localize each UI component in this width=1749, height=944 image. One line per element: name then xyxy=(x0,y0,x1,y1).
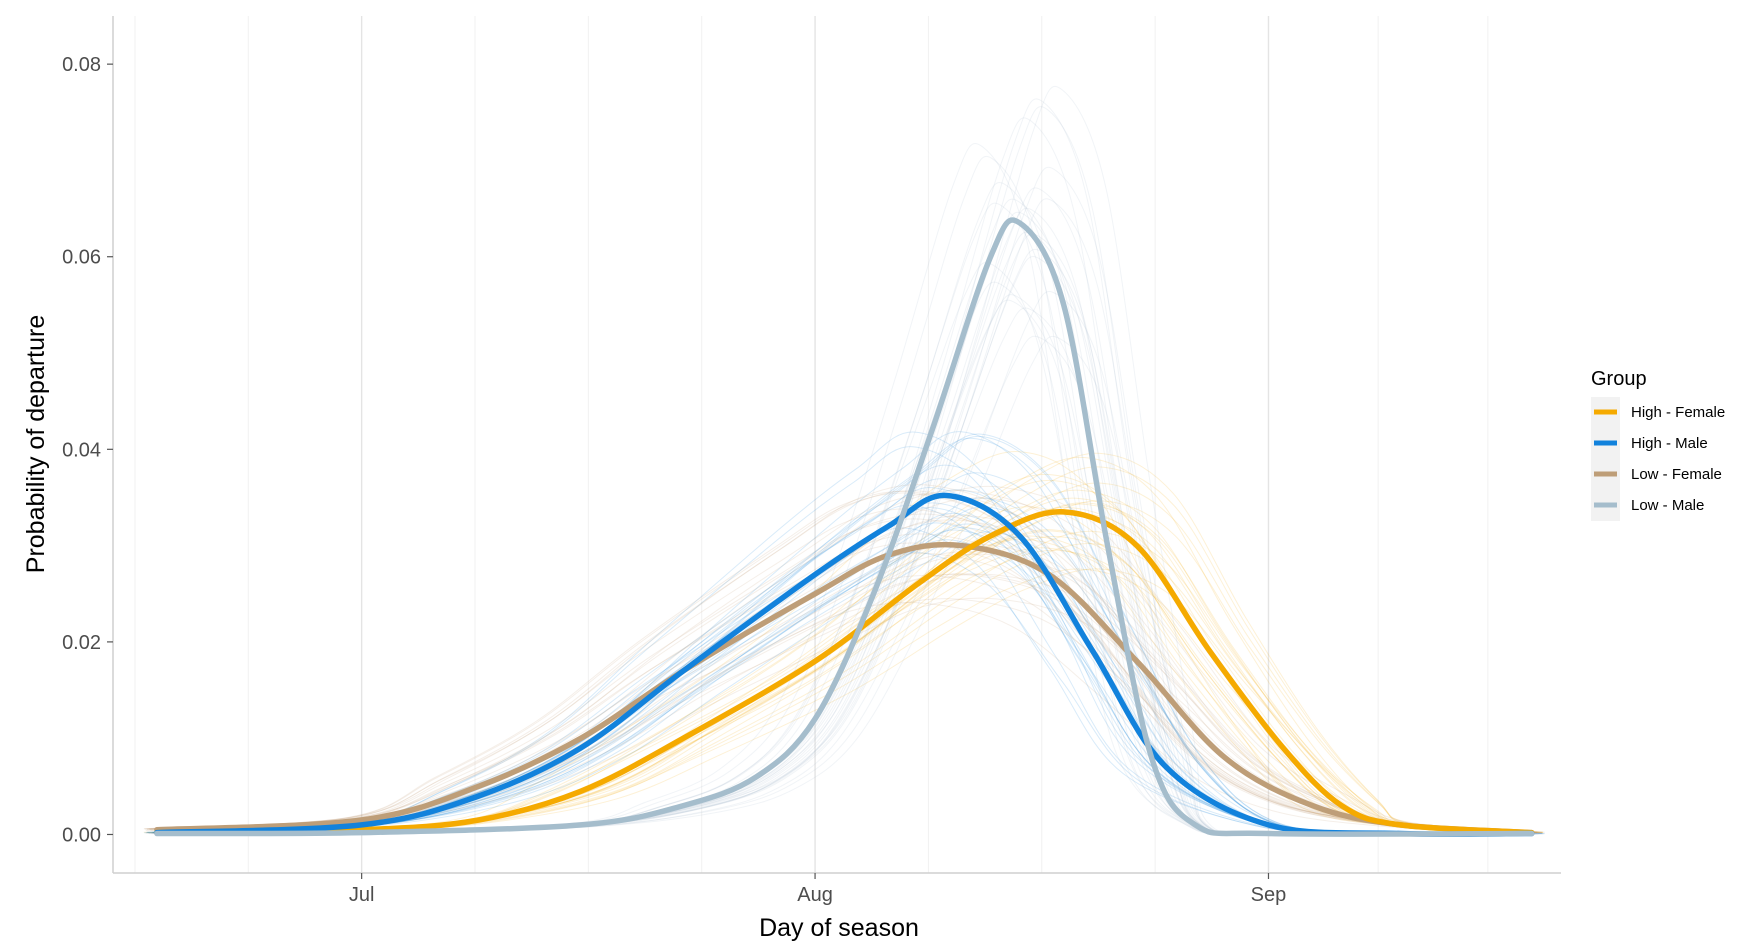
sample-curve xyxy=(148,262,1524,835)
sample-curve xyxy=(166,433,1542,835)
sample-curve xyxy=(167,568,1543,834)
sample-curve xyxy=(165,106,1541,835)
sample-curve xyxy=(167,198,1542,835)
sample-curve xyxy=(169,531,1545,835)
sample-curve xyxy=(145,508,1521,833)
y-tick-label: 0.02 xyxy=(62,632,101,654)
x-tick-label: Aug xyxy=(797,884,833,906)
legend-items: High - Female High - Male Low - Female Low … xyxy=(1594,404,1725,514)
y-axis-title: Probability of departure xyxy=(22,315,50,573)
sample-curve xyxy=(162,568,1538,834)
sample-curve xyxy=(166,435,1542,835)
grid-lines xyxy=(134,16,1489,873)
sample-curve xyxy=(146,542,1522,833)
legend-title: Group xyxy=(1591,368,1647,390)
sample-curve xyxy=(163,255,1538,835)
sample-curve xyxy=(147,518,1523,833)
sample-curve xyxy=(143,490,1519,833)
y-tick-label: 0.08 xyxy=(62,54,101,76)
sample-curve xyxy=(156,198,1532,835)
sample-curve xyxy=(160,489,1536,833)
sample-curve xyxy=(167,166,1543,835)
sample-curve xyxy=(146,490,1522,833)
sample-curve xyxy=(144,492,1520,833)
sample-curves xyxy=(143,85,1545,835)
sample-curve xyxy=(168,506,1544,835)
x-tick-label: Jul xyxy=(349,884,375,906)
sample-curve xyxy=(145,142,1521,835)
sample-curve xyxy=(148,484,1524,833)
sample-curve xyxy=(167,497,1543,835)
sample-curve xyxy=(165,543,1541,834)
sample-curve xyxy=(150,513,1526,833)
legend-label: Low - Male xyxy=(1631,497,1704,514)
sample-curve xyxy=(163,98,1539,835)
sample-curve xyxy=(153,479,1529,833)
sample-curve xyxy=(164,437,1540,835)
sample-curve xyxy=(147,551,1523,835)
sample-curve xyxy=(143,451,1519,833)
legend-key-background xyxy=(1591,397,1620,521)
legend: Group High - Female High - Male Low - Fema… xyxy=(1591,368,1725,521)
series-line-high-female xyxy=(154,509,1535,836)
sample-curve xyxy=(145,504,1521,835)
sample-curve xyxy=(166,553,1542,834)
ticks: 0.00 0.02 0.04 0.06 0.08 Jul Aug Sep xyxy=(62,54,1286,906)
series-line-low-male xyxy=(154,217,1535,837)
sample-curve xyxy=(147,431,1523,835)
y-tick-label: 0.00 xyxy=(62,824,101,846)
series-lines xyxy=(154,217,1535,837)
series-line-low-female xyxy=(154,541,1535,836)
x-axis-title: Day of season xyxy=(759,914,919,942)
sample-curve xyxy=(163,187,1539,835)
sample-curve xyxy=(166,472,1542,835)
sample-curve xyxy=(163,542,1539,833)
x-tick-label: Sep xyxy=(1251,884,1287,906)
legend-label: High - Male xyxy=(1631,435,1708,452)
legend-label: High - Female xyxy=(1631,404,1725,421)
y-tick-label: 0.04 xyxy=(62,439,101,461)
sample-curve xyxy=(169,85,1545,835)
axes xyxy=(112,16,1561,874)
sample-curve xyxy=(161,512,1537,834)
sample-curve xyxy=(149,533,1525,833)
legend-label: Low - Female xyxy=(1631,466,1722,483)
sample-curve xyxy=(167,597,1543,834)
y-tick-label: 0.06 xyxy=(62,247,101,269)
sample-curve xyxy=(168,335,1544,835)
sample-curve xyxy=(167,290,1543,835)
